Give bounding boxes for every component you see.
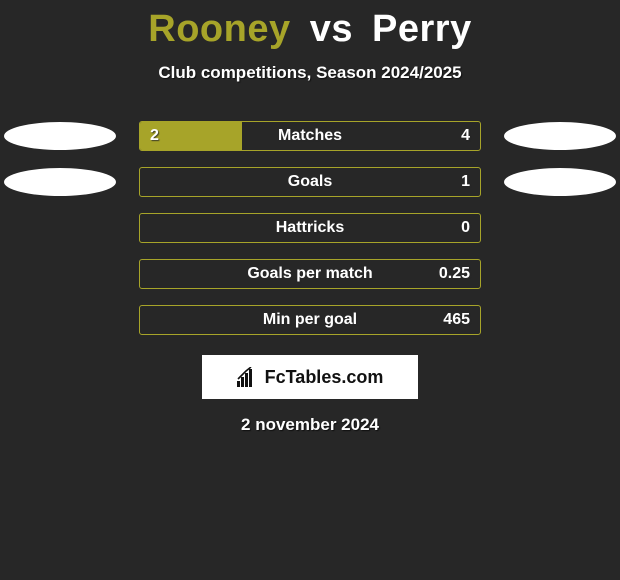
player2-marker	[504, 122, 616, 150]
page-title: Rooney vs Perry	[0, 0, 620, 51]
chart-bars-icon	[237, 367, 259, 387]
title-player1: Rooney	[148, 8, 290, 50]
metric-label: Goals	[140, 173, 480, 191]
title-player2: Perry	[372, 8, 472, 50]
metric-value-right: 0	[461, 219, 470, 237]
metric-label: Hattricks	[140, 219, 480, 237]
metric-row: Goals per match0.25	[0, 259, 620, 289]
player1-marker	[4, 122, 116, 150]
metric-bar: Min per goal465	[139, 305, 481, 335]
player1-marker	[4, 168, 116, 196]
title-vs: vs	[310, 8, 353, 50]
metric-value-left: 2	[150, 127, 159, 145]
date-text: 2 november 2024	[0, 415, 620, 435]
comparison-rows: 2Matches4 Goals1 Hattricks0 Goals per match…	[0, 121, 620, 335]
metric-value-right: 1	[461, 173, 470, 191]
branding-text: FcTables.com	[265, 367, 384, 388]
subtitle: Club competitions, Season 2024/2025	[0, 63, 620, 83]
metric-label: Goals per match	[140, 265, 480, 283]
metric-value-right: 4	[461, 127, 470, 145]
player2-marker	[504, 168, 616, 196]
metric-bar: Goals per match0.25	[139, 259, 481, 289]
metric-value-right: 465	[443, 311, 470, 329]
branding-badge: FcTables.com	[202, 355, 418, 399]
metric-row: Goals1	[0, 167, 620, 197]
metric-bar: Hattricks0	[139, 213, 481, 243]
metric-label: Min per goal	[140, 311, 480, 329]
metric-bar: Goals1	[139, 167, 481, 197]
metric-row: Hattricks0	[0, 213, 620, 243]
metric-value-right: 0.25	[439, 265, 470, 283]
metric-bar: 2Matches4	[139, 121, 481, 151]
metric-row: 2Matches4	[0, 121, 620, 151]
metric-row: Min per goal465	[0, 305, 620, 335]
